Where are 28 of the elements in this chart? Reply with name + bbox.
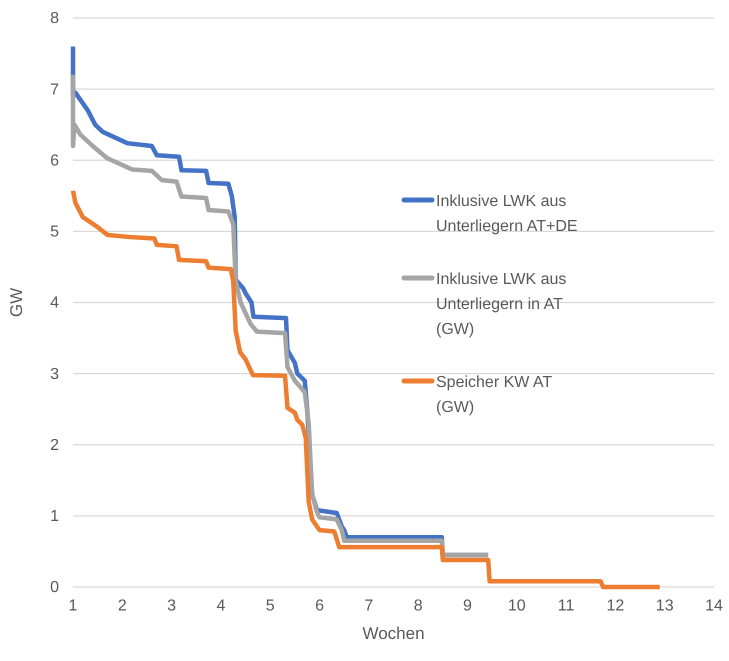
legend-label: Speicher KW AT (GW)	[436, 374, 552, 416]
y-tick-label: 5	[50, 223, 60, 240]
y-tick-label: 1	[50, 508, 60, 525]
y-tick-label: 4	[50, 294, 60, 312]
x-tick-label: 10	[508, 597, 526, 614]
y-tick-label: 8	[50, 10, 60, 28]
y-axis-title: GW	[7, 288, 26, 318]
x-tick-label: 4	[216, 597, 226, 614]
legend-label: Inklusive LWK aus Unterliegern AT+DE	[436, 193, 578, 235]
x-tick-label: 7	[364, 597, 374, 614]
x-tick-label: 3	[167, 597, 176, 614]
y-tick-label: 6	[50, 152, 60, 170]
y-tick-label: 7	[50, 81, 60, 98]
x-tick-label: 8	[414, 597, 423, 614]
x-tick-label: 5	[266, 597, 275, 614]
x-tick-label: 13	[656, 597, 674, 614]
y-tick-label: 0	[50, 579, 60, 596]
x-tick-label: 1	[68, 597, 78, 614]
x-tick-label: 2	[118, 597, 127, 614]
x-tick-label: 14	[705, 597, 723, 614]
x-tick-label: 11	[558, 597, 574, 614]
y-tick-label: 2	[50, 436, 60, 454]
x-axis-title: Wochen	[362, 624, 425, 643]
x-tick-label: 9	[463, 597, 472, 614]
x-tick-label: 12	[606, 597, 624, 614]
x-tick-label: 6	[315, 597, 324, 614]
legend-label: Inklusive LWK aus Unterliegern in AT (GW)	[436, 271, 566, 338]
y-tick-label: 3	[50, 366, 60, 383]
